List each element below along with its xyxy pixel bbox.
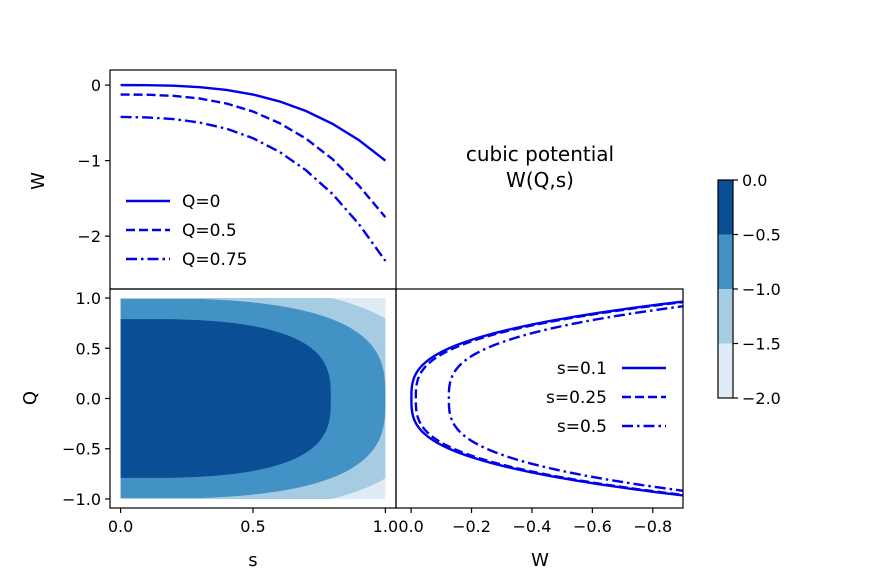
colorbar-tick-label: 0.0 xyxy=(742,171,767,190)
series-line xyxy=(120,83,387,162)
x-tick-label: 0.0 xyxy=(398,517,423,536)
top-left-ylabel: W xyxy=(28,172,49,190)
figure-title-line2: W(Q,s) xyxy=(506,168,574,192)
bottom-left-xlabel: s xyxy=(248,550,257,571)
legend-label: Q=0 xyxy=(182,192,220,212)
colorbar: 0.0 −0.5 −1.0 −1.5 −2.0 xyxy=(717,171,781,408)
legend-label: Q=0.75 xyxy=(182,250,247,270)
y-tick-label: −1 xyxy=(77,152,101,171)
y-tick-label: 0.5 xyxy=(76,339,101,358)
y-tick-label: 0.0 xyxy=(76,390,101,409)
legend-label: Q=0.5 xyxy=(182,221,237,241)
x-tick-label: −0.4 xyxy=(513,517,552,536)
bottom-right-axes-frame xyxy=(395,288,684,509)
bottom-right-xlabel: W xyxy=(531,550,549,571)
bottom-left-ylabel: Q xyxy=(20,391,41,405)
bottom-right-legend: s=0.1 s=0.25 s=0.5 xyxy=(546,359,666,437)
colorbar-segment xyxy=(718,180,733,235)
colorbar-tick-label: −1.0 xyxy=(742,280,781,299)
x-tick-label: −0.8 xyxy=(633,517,672,536)
colorbar-segment xyxy=(718,343,733,398)
axis-ticks: 0−1−21.00.50.0−0.5−1.00.0 0.5 1.0 0.0 −0.2 −0… xyxy=(62,76,672,536)
x-tick-label: 1.0 xyxy=(373,517,398,536)
top-left-axes-frame xyxy=(109,69,397,290)
top-left-legend: Q=0 Q=0.5 Q=0.75 xyxy=(126,192,247,270)
y-tick-label: −2 xyxy=(77,227,101,246)
y-tick-label: −1.0 xyxy=(62,490,101,509)
colorbar-segment xyxy=(718,234,733,289)
colorbar-segment xyxy=(718,289,733,344)
top-left-curves xyxy=(120,83,387,262)
contour-band xyxy=(120,319,331,478)
series-line xyxy=(120,115,387,262)
y-tick-label: 1.0 xyxy=(76,289,101,308)
series-line xyxy=(120,93,387,219)
contour-plot xyxy=(120,298,386,499)
colorbar-tick-label: −1.5 xyxy=(742,335,781,354)
colorbar-tick-label: −0.5 xyxy=(742,226,781,245)
x-tick-label: 0.0 xyxy=(108,517,133,536)
legend-label: s=0.1 xyxy=(557,359,607,379)
y-tick-label: −0.5 xyxy=(62,440,101,459)
bottom-right-curves xyxy=(410,300,683,497)
figure-title-line1: cubic potential xyxy=(466,142,614,166)
x-tick-label: 0.5 xyxy=(240,517,265,536)
legend-label: s=0.5 xyxy=(557,417,607,437)
x-tick-label: −0.6 xyxy=(573,517,612,536)
series-line xyxy=(447,305,683,492)
x-tick-label: −0.2 xyxy=(452,517,491,536)
colorbar-tick-label: −2.0 xyxy=(742,389,781,408)
y-tick-label: 0 xyxy=(91,76,101,95)
legend-label: s=0.25 xyxy=(546,388,607,408)
series-line xyxy=(414,300,683,497)
